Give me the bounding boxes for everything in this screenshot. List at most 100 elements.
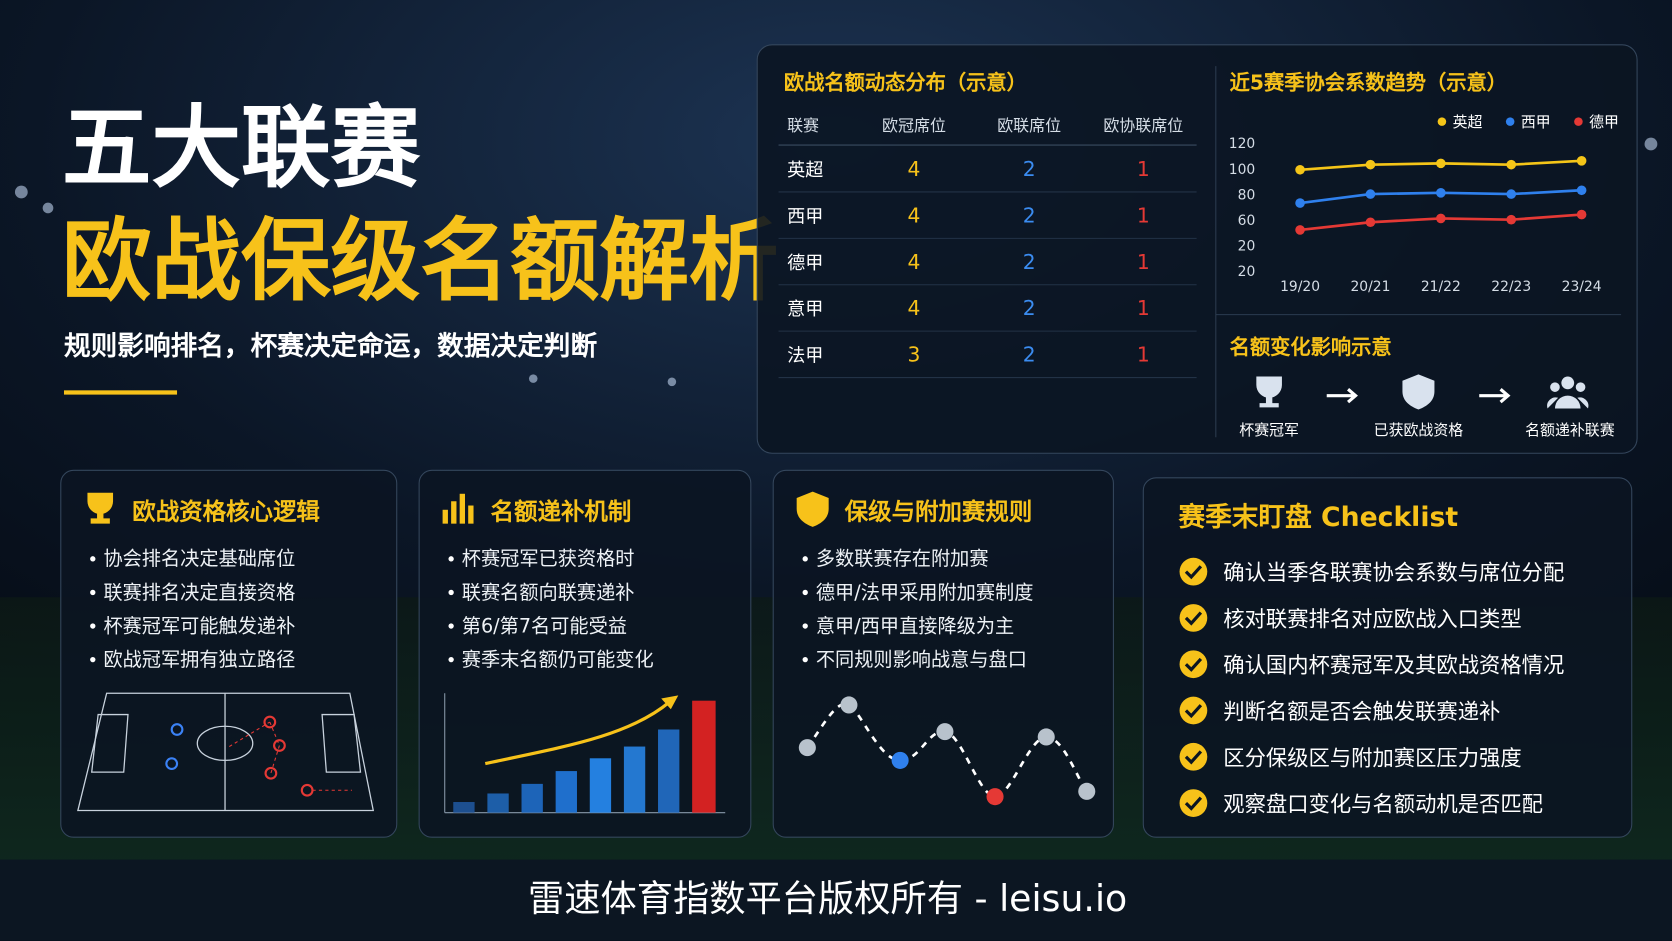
table-cell: 4 (908, 203, 921, 227)
headline: 欧战保级名额解析 (62, 210, 779, 314)
card-title: 欧战资格核心逻辑 (132, 497, 320, 525)
pitch-graphic (77, 692, 375, 812)
card-title: 保级与附加赛规则 (844, 497, 1033, 525)
table-cell: 1 (1137, 296, 1150, 320)
table-cell: 1 (1137, 343, 1150, 367)
card-item: 不同规则影响战意与盘口 (816, 648, 1027, 671)
checklist-item: 判断名额是否会触发联赛递补 (1223, 700, 1500, 725)
series-point (1506, 214, 1517, 225)
flow-step: 已获欧战资格 (1374, 421, 1464, 439)
card-item: 赛季末名额仍可能变化 (462, 648, 654, 671)
table-header: 欧联席位 (997, 116, 1061, 135)
check-icon (1179, 650, 1208, 679)
x-tick-label: 22/23 (1491, 279, 1531, 295)
flow-step: 名额递补联赛 (1525, 421, 1615, 439)
legend-swatch (1437, 117, 1447, 126)
bullet (448, 623, 454, 629)
legend-swatch (1574, 117, 1583, 126)
chart-title: 近5赛季协会系数趋势（示意） (1230, 71, 1507, 95)
table-title: 欧战名额动态分布（示意） (784, 71, 1027, 95)
x-tick-label: 23/24 (1562, 279, 1602, 295)
legend-swatch (1505, 117, 1515, 126)
check-icon (1179, 696, 1208, 725)
flow-arrows (1326, 388, 1511, 404)
series-point (1506, 189, 1517, 199)
table-cell: 3 (908, 343, 921, 367)
footer: 雷速体育指数平台版权所有 - leisu.io (528, 877, 1127, 920)
footer-band (0, 859, 1672, 941)
table-cell: 1 (1137, 157, 1150, 181)
bullet (448, 656, 454, 663)
bullet (90, 589, 96, 596)
series-point (1436, 188, 1446, 198)
series-point (1436, 213, 1446, 224)
y-tick-label: 20 (1238, 239, 1256, 255)
bullet (802, 556, 808, 562)
bullet (802, 589, 808, 596)
bullet (802, 656, 808, 663)
checklist-item: 区分保级区与附加赛区压力强度 (1223, 746, 1521, 771)
checklist-title: 赛季末盯盘 Checklist (1177, 502, 1458, 533)
table-cell: 4 (908, 157, 921, 181)
card-item: 欧战冠军拥有独立路径 (103, 648, 295, 671)
card-item: 第6/第7名可能受益 (462, 614, 627, 637)
check-mark (1184, 657, 1203, 672)
series-point (1365, 217, 1376, 228)
table-cell: 2 (1023, 296, 1036, 320)
x-tick-label: 20/21 (1350, 279, 1390, 295)
accent-line (63, 390, 178, 395)
card (1142, 477, 1633, 838)
card-item: 杯赛冠军可能触发递补 (103, 614, 295, 637)
wave-graphic (798, 696, 1096, 806)
card-item: 杯赛冠军已获资格时 (462, 547, 635, 570)
check-mark (1184, 565, 1203, 580)
table-cell: 1 (1137, 203, 1150, 227)
table-cell: 2 (1023, 157, 1036, 181)
series-point (1295, 225, 1305, 235)
flow-title: 名额变化影响示意 (1230, 335, 1392, 359)
card (60, 469, 398, 838)
series-point (1576, 209, 1587, 220)
legend-label: 西甲 (1521, 113, 1551, 131)
pitch-players (165, 715, 352, 797)
subtitle: 规则影响排名，杯赛决定命运，数据决定判断 (64, 331, 597, 362)
table-cell: 2 (1023, 250, 1036, 274)
check-icon (1179, 789, 1208, 817)
y-tick-label: 20 (1238, 264, 1256, 280)
check-mark (1184, 704, 1203, 719)
check-icon (1179, 742, 1208, 771)
checklist-item: 确认国内杯赛冠军及其欧战资格情况 (1223, 654, 1564, 679)
bullet (448, 556, 454, 562)
checklist-item: 确认当季各联赛协会系数与席位分配 (1223, 561, 1564, 586)
bullet (90, 556, 96, 562)
table-cell: 4 (908, 296, 921, 320)
bullet (802, 623, 808, 629)
card-icons (87, 491, 829, 527)
check-mark (1184, 750, 1203, 765)
card-item: 德甲/法甲采用附加赛制度 (816, 581, 1034, 604)
table-row-label: 德甲 (787, 253, 823, 274)
series-point (1576, 156, 1587, 166)
flow-icons (1256, 374, 1589, 410)
table-row-label: 西甲 (787, 206, 823, 227)
series-point (1506, 159, 1517, 170)
data-panel (756, 44, 1638, 454)
check-mark (1184, 796, 1203, 811)
y-tick-label: 80 (1238, 187, 1256, 203)
legend-label: 英超 (1453, 113, 1483, 131)
legend-label: 德甲 (1589, 113, 1619, 131)
table-row-label: 法甲 (787, 346, 823, 367)
flow-step: 杯赛冠军 (1239, 421, 1299, 439)
table-row-label: 英超 (787, 160, 823, 181)
check-icon (1179, 604, 1208, 632)
x-tick-label: 19/20 (1280, 279, 1320, 295)
series-point (1436, 158, 1446, 169)
bullet (90, 656, 96, 663)
y-tick-label: 60 (1238, 213, 1256, 229)
check-mark (1184, 611, 1203, 626)
stadium-lights (14, 137, 1658, 387)
card-item: 协会排名决定基础席位 (103, 547, 295, 570)
